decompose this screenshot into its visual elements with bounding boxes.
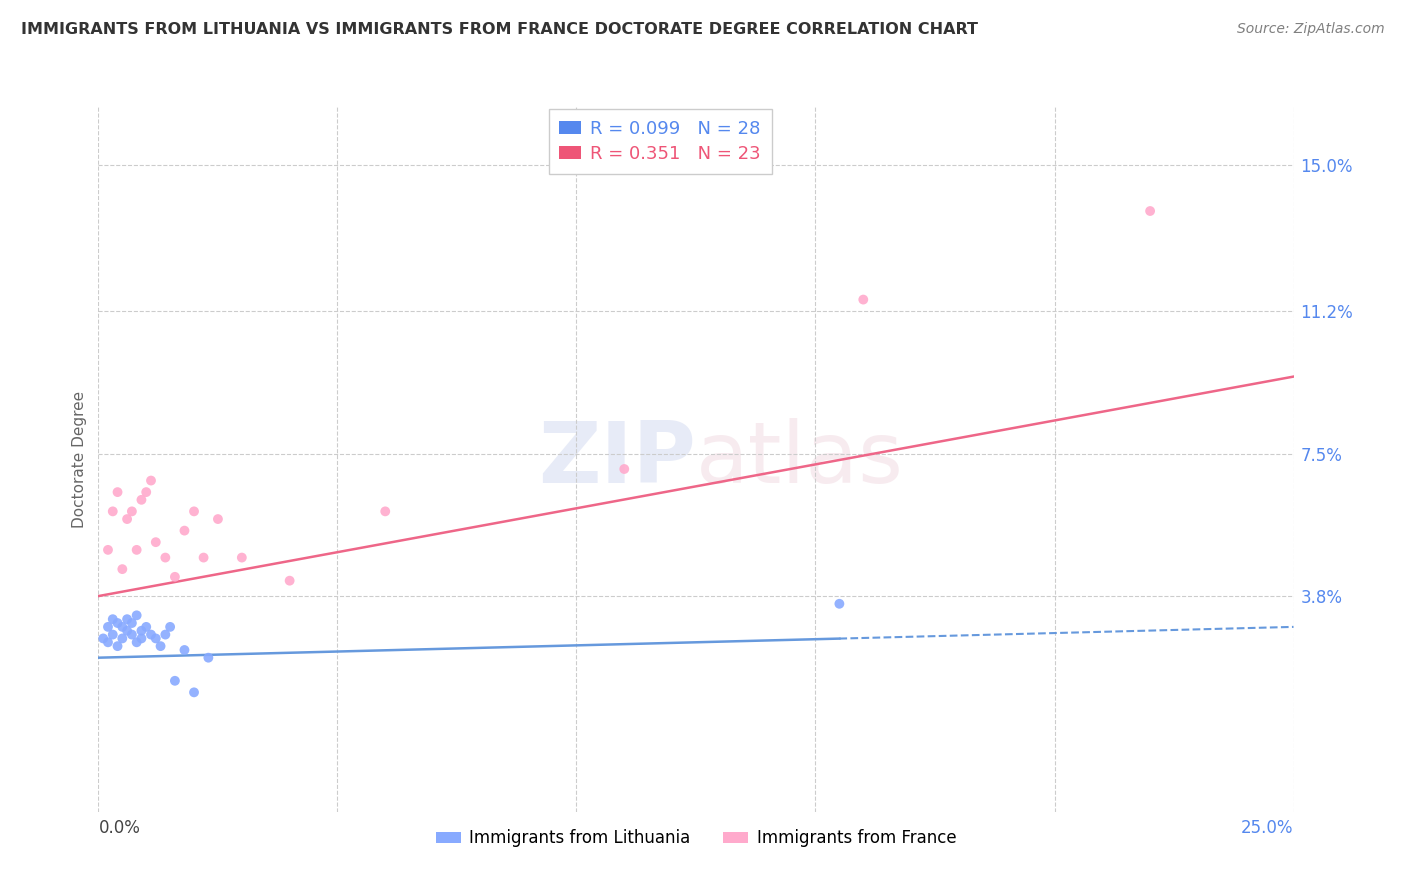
Point — [207, 512, 229, 526]
Point — [111, 562, 134, 576]
Point — [115, 512, 138, 526]
Point — [173, 524, 195, 538]
Point — [231, 550, 253, 565]
Point — [135, 485, 157, 500]
Point — [107, 639, 129, 653]
Point — [121, 615, 143, 630]
Point — [173, 643, 195, 657]
Point — [163, 570, 186, 584]
Point — [163, 673, 186, 688]
Point — [97, 620, 120, 634]
Text: ZIP: ZIP — [538, 417, 696, 501]
Point — [139, 474, 162, 488]
Point — [97, 542, 120, 557]
Point — [828, 597, 851, 611]
Text: atlas: atlas — [696, 417, 904, 501]
Point — [852, 293, 875, 307]
Point — [155, 627, 177, 641]
Point — [159, 620, 181, 634]
Point — [125, 608, 148, 623]
Point — [139, 627, 162, 641]
Point — [197, 650, 219, 665]
Point — [155, 550, 177, 565]
Text: Source: ZipAtlas.com: Source: ZipAtlas.com — [1237, 22, 1385, 37]
Point — [107, 485, 129, 500]
Text: 25.0%: 25.0% — [1241, 820, 1294, 838]
Point — [101, 612, 124, 626]
Point — [193, 550, 215, 565]
Point — [101, 627, 124, 641]
Y-axis label: Doctorate Degree: Doctorate Degree — [72, 391, 87, 528]
Point — [1139, 204, 1161, 219]
Point — [131, 632, 153, 646]
Point — [115, 624, 138, 638]
Point — [111, 632, 134, 646]
Point — [125, 542, 148, 557]
Point — [121, 504, 143, 518]
Point — [131, 492, 153, 507]
Point — [183, 685, 205, 699]
Point — [121, 627, 143, 641]
Point — [115, 612, 138, 626]
Point — [135, 620, 157, 634]
Point — [107, 615, 129, 630]
Point — [149, 639, 172, 653]
Point — [278, 574, 301, 588]
Point — [101, 504, 124, 518]
Text: IMMIGRANTS FROM LITHUANIA VS IMMIGRANTS FROM FRANCE DOCTORATE DEGREE CORRELATION: IMMIGRANTS FROM LITHUANIA VS IMMIGRANTS … — [21, 22, 979, 37]
Text: 0.0%: 0.0% — [98, 820, 141, 838]
Point — [131, 624, 153, 638]
Point — [97, 635, 120, 649]
Point — [125, 635, 148, 649]
Point — [145, 535, 167, 549]
Point — [111, 620, 134, 634]
Point — [91, 632, 114, 646]
Legend: Immigrants from Lithuania, Immigrants from France: Immigrants from Lithuania, Immigrants fr… — [429, 822, 963, 855]
Point — [374, 504, 396, 518]
Point — [145, 632, 167, 646]
Point — [183, 504, 205, 518]
Point — [613, 462, 636, 476]
